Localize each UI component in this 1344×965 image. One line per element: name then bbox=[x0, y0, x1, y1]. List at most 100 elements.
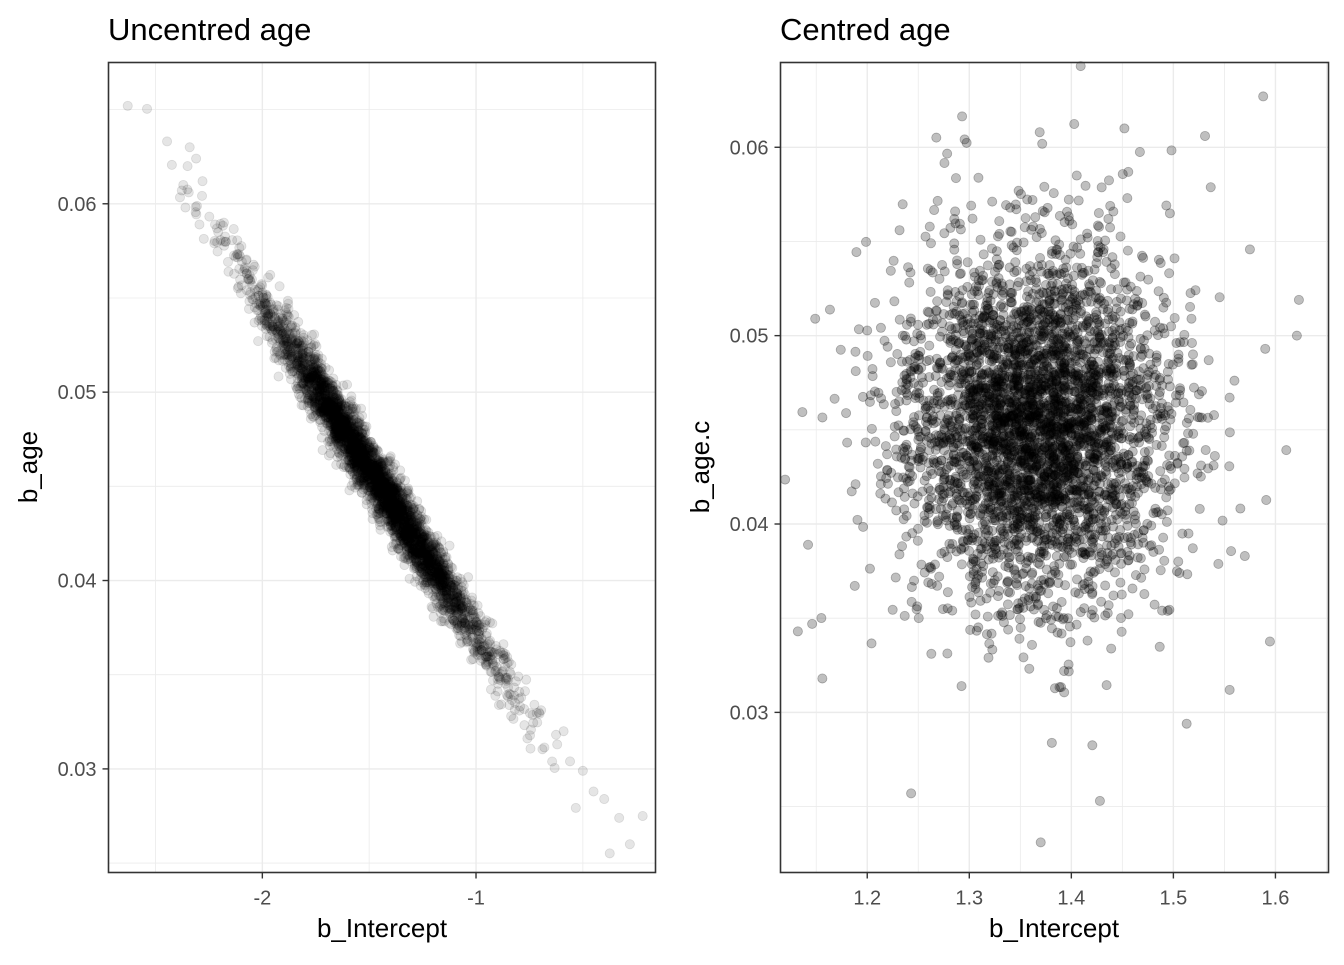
data-point bbox=[533, 718, 542, 727]
data-point bbox=[228, 236, 237, 245]
data-point bbox=[505, 689, 514, 698]
data-point bbox=[416, 581, 425, 590]
data-point bbox=[625, 840, 634, 849]
data-point bbox=[486, 685, 495, 694]
data-point bbox=[269, 305, 278, 314]
data-point bbox=[195, 220, 204, 229]
data-point bbox=[123, 101, 132, 110]
data-point bbox=[287, 352, 296, 361]
data-point bbox=[522, 675, 531, 684]
data-point bbox=[205, 212, 214, 221]
data-point bbox=[278, 314, 287, 323]
data-point bbox=[368, 454, 377, 463]
data-point bbox=[266, 270, 275, 279]
data-point bbox=[142, 104, 151, 113]
data-point bbox=[481, 618, 490, 627]
data-point bbox=[362, 422, 371, 431]
data-point bbox=[317, 381, 326, 390]
data-point bbox=[451, 598, 460, 607]
data-point bbox=[392, 528, 401, 537]
left-plot-x-axis-title: b_Intercept bbox=[317, 913, 448, 943]
data-point bbox=[181, 203, 190, 212]
data-point bbox=[274, 372, 283, 381]
data-point bbox=[1159, 533, 1168, 542]
data-point bbox=[1123, 246, 1132, 255]
data-point bbox=[220, 241, 229, 250]
data-point bbox=[448, 590, 457, 599]
data-point bbox=[229, 224, 238, 233]
data-point bbox=[332, 460, 341, 469]
data-point bbox=[414, 505, 423, 514]
data-point bbox=[229, 251, 238, 260]
data-point bbox=[496, 648, 505, 657]
data-point bbox=[285, 330, 294, 339]
data-point bbox=[197, 191, 206, 200]
data-point bbox=[329, 415, 338, 424]
data-point bbox=[515, 706, 524, 715]
y-tick-label: 0.06 bbox=[58, 194, 97, 216]
data-point bbox=[282, 303, 291, 312]
data-point bbox=[183, 162, 192, 171]
data-point bbox=[436, 562, 445, 571]
data-point bbox=[234, 282, 243, 291]
data-point bbox=[538, 745, 547, 754]
data-point bbox=[406, 516, 415, 525]
left-plot-title: Uncentred age bbox=[108, 12, 311, 47]
data-point bbox=[1282, 446, 1291, 455]
data-point bbox=[1195, 504, 1204, 513]
data-point bbox=[387, 513, 396, 522]
data-point bbox=[615, 813, 624, 822]
data-point bbox=[257, 321, 266, 330]
data-point bbox=[530, 700, 539, 709]
y-tick-label: 0.04 bbox=[58, 571, 97, 593]
data-point bbox=[219, 218, 228, 227]
data-point bbox=[1027, 640, 1036, 649]
data-point bbox=[938, 260, 947, 269]
data-point bbox=[317, 364, 326, 373]
data-point bbox=[559, 727, 568, 736]
data-point bbox=[432, 587, 441, 596]
data-point bbox=[923, 307, 932, 316]
data-point bbox=[338, 451, 347, 460]
data-point bbox=[436, 617, 445, 626]
data-point bbox=[268, 326, 277, 335]
data-point bbox=[494, 700, 503, 709]
data-point bbox=[307, 372, 316, 381]
data-point bbox=[553, 740, 562, 749]
data-point bbox=[841, 408, 850, 417]
data-point bbox=[167, 160, 176, 169]
data-point bbox=[260, 305, 269, 314]
data-point bbox=[890, 297, 899, 306]
data-point bbox=[497, 667, 506, 676]
data-point bbox=[393, 494, 402, 503]
data-point bbox=[439, 547, 448, 556]
data-point bbox=[270, 354, 279, 363]
data-point bbox=[943, 149, 952, 158]
data-point bbox=[1187, 338, 1196, 347]
data-point bbox=[199, 234, 208, 243]
data-point bbox=[638, 811, 647, 820]
data-point bbox=[798, 407, 807, 416]
data-point bbox=[343, 433, 352, 442]
right-plot-title: Centred age bbox=[780, 12, 951, 47]
data-point bbox=[565, 757, 574, 766]
data-point bbox=[192, 154, 201, 163]
data-point bbox=[535, 709, 544, 718]
data-point bbox=[192, 210, 201, 219]
data-point bbox=[395, 474, 404, 483]
data-point bbox=[340, 413, 349, 422]
left-plot-y-axis-title: b_age bbox=[13, 431, 43, 503]
data-point bbox=[505, 700, 514, 709]
y-tick-label: 0.05 bbox=[58, 382, 97, 404]
data-point bbox=[267, 338, 276, 347]
data-point bbox=[460, 596, 469, 605]
data-point bbox=[1140, 589, 1149, 598]
data-point bbox=[198, 177, 207, 186]
data-point bbox=[175, 193, 184, 202]
data-point bbox=[600, 794, 609, 803]
data-point bbox=[526, 744, 535, 753]
data-point bbox=[488, 676, 497, 685]
data-point bbox=[1225, 462, 1234, 471]
